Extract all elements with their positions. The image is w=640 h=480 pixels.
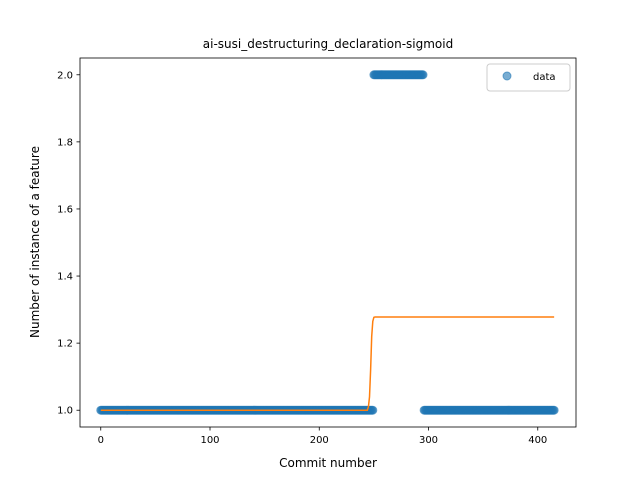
x-tick-label: 300	[419, 435, 438, 446]
legend-label-data: data	[533, 72, 556, 83]
x-axis: 0 100 200 300 400	[98, 427, 547, 446]
data-point	[418, 70, 428, 80]
y-tick-label: 1.0	[57, 406, 73, 417]
y-tick-label: 1.4	[57, 272, 73, 283]
y-axis: 1.0 1.2 1.4 1.6 1.8 2.0	[57, 70, 80, 417]
fit-line	[100, 316, 555, 411]
x-axis-label: Commit number	[279, 456, 377, 470]
y-tick-label: 2.0	[57, 70, 73, 81]
y-tick-label: 1.2	[57, 339, 73, 350]
chart-title: ai-susi_destructuring_declaration-sigmoi…	[203, 37, 453, 51]
data-point	[549, 405, 559, 415]
y-tick-label: 1.8	[57, 137, 73, 148]
plot-frame	[79, 57, 577, 428]
legend-marker-data	[502, 71, 512, 81]
x-tick-label: 0	[98, 435, 104, 446]
y-axis-label: Number of instance of a feature	[28, 146, 42, 338]
x-tick-label: 200	[310, 435, 329, 446]
y-tick-label: 1.6	[57, 204, 73, 215]
plot-area	[96, 70, 559, 415]
legend: data	[486, 63, 571, 92]
x-tick-label: 400	[528, 435, 547, 446]
x-tick-label: 100	[200, 435, 219, 446]
data-point	[368, 405, 378, 415]
legend-box	[486, 63, 571, 92]
